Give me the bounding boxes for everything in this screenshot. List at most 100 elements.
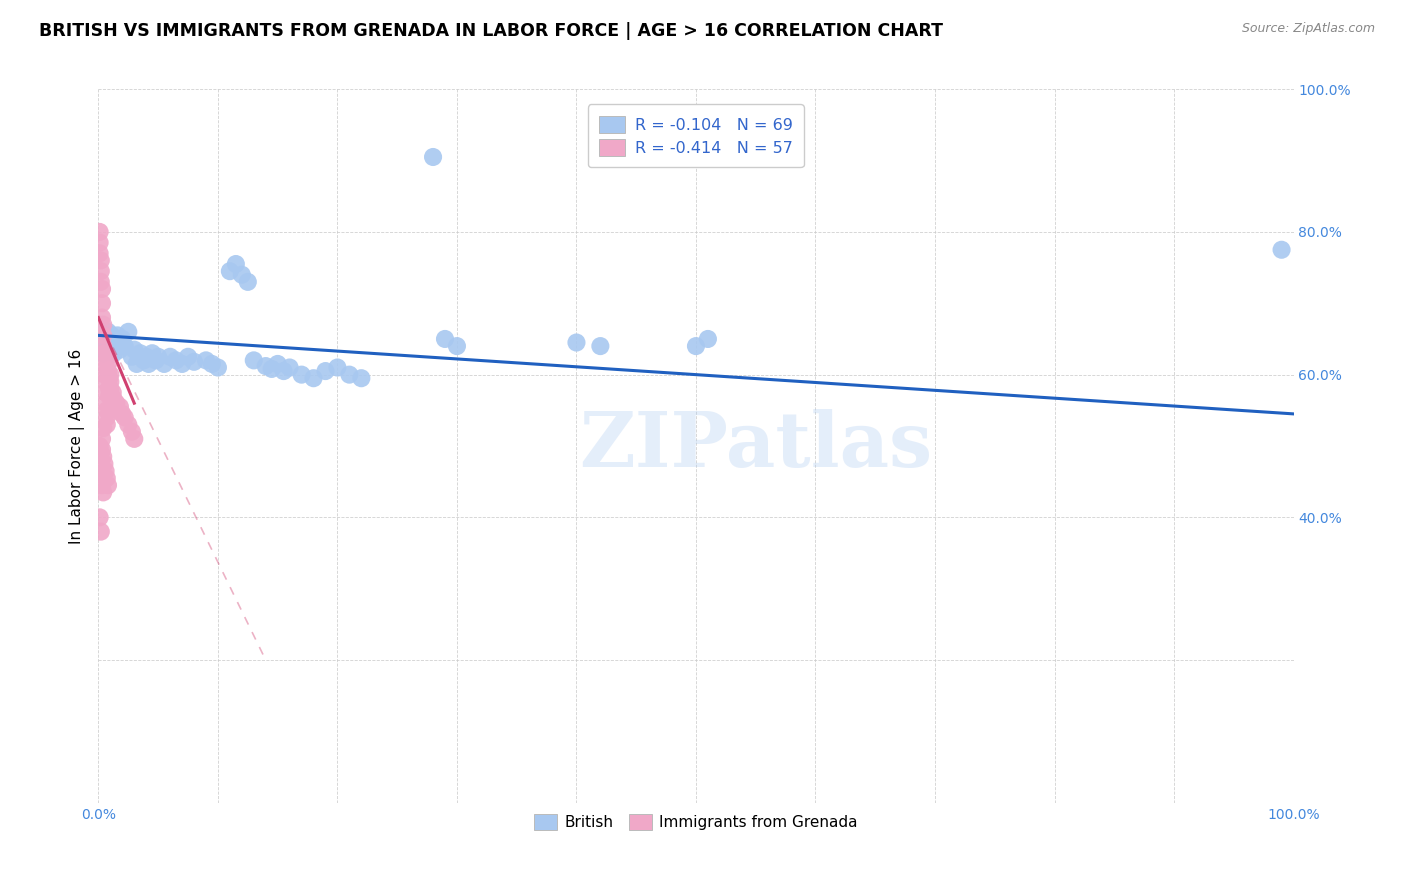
Point [90, 275, 112, 289]
Point [91, 421, 114, 435]
Point [111, 407, 134, 421]
Point [93, 457, 115, 471]
Point [91, 432, 114, 446]
Point [91, 296, 114, 310]
Point [236, 275, 259, 289]
Point [141, 346, 163, 360]
Point [121, 425, 143, 439]
Point [89, 246, 111, 260]
Point [98, 332, 121, 346]
Point [96, 417, 118, 432]
Point [90, 524, 112, 539]
Point [207, 360, 229, 375]
Point [90, 264, 112, 278]
Point [93, 328, 115, 343]
Point [1271, 243, 1294, 257]
Point [124, 432, 146, 446]
Point [117, 325, 139, 339]
Point [104, 335, 127, 350]
Point [278, 360, 301, 375]
Point [107, 328, 129, 343]
Point [201, 357, 224, 371]
Point [98, 371, 121, 385]
Point [94, 464, 117, 478]
Point [94, 385, 117, 400]
Point [89, 225, 111, 239]
Point [93, 346, 115, 360]
Point [117, 417, 139, 432]
Point [97, 325, 120, 339]
Point [350, 371, 373, 385]
Point [90, 467, 112, 482]
Point [90, 446, 112, 460]
Point [89, 439, 111, 453]
Point [97, 357, 120, 371]
Point [183, 355, 205, 369]
Point [225, 257, 247, 271]
Point [98, 339, 122, 353]
Point [138, 357, 160, 371]
Y-axis label: In Labor Force | Age > 16: In Labor Force | Age > 16 [69, 349, 84, 543]
Point [101, 332, 124, 346]
Point [302, 371, 325, 385]
Point [260, 362, 283, 376]
Point [94, 396, 117, 410]
Point [96, 403, 118, 417]
Point [94, 343, 117, 357]
Point [91, 328, 114, 343]
Legend: British, Immigrants from Grenada: British, Immigrants from Grenada [526, 806, 866, 838]
Point [98, 343, 121, 357]
Point [91, 325, 114, 339]
Point [195, 353, 218, 368]
Point [108, 400, 131, 414]
Point [97, 364, 120, 378]
Point [96, 410, 118, 425]
Point [108, 343, 131, 357]
Point [121, 350, 143, 364]
Point [135, 350, 157, 364]
Point [89, 235, 111, 250]
Point [254, 359, 277, 373]
Point [94, 325, 117, 339]
Point [243, 353, 266, 368]
Point [434, 332, 457, 346]
Point [97, 335, 120, 350]
Point [98, 389, 121, 403]
Point [273, 364, 295, 378]
Point [125, 357, 148, 371]
Point [103, 392, 125, 407]
Point [326, 360, 349, 375]
Point [90, 339, 112, 353]
Point [91, 310, 114, 325]
Point [267, 357, 290, 371]
Point [91, 485, 114, 500]
Point [129, 346, 152, 360]
Point [339, 368, 361, 382]
Point [565, 335, 588, 350]
Point [114, 339, 136, 353]
Point [114, 410, 136, 425]
Point [685, 339, 707, 353]
Text: ZIPatlas: ZIPatlas [579, 409, 932, 483]
Point [100, 328, 122, 343]
Text: Source: ZipAtlas.com: Source: ZipAtlas.com [1241, 22, 1375, 36]
Point [104, 400, 127, 414]
Point [93, 368, 115, 382]
Point [145, 353, 167, 368]
Point [107, 403, 129, 417]
Point [101, 385, 124, 400]
Point [93, 357, 115, 371]
Point [100, 389, 122, 403]
Point [98, 335, 122, 350]
Point [153, 357, 176, 371]
Point [98, 382, 121, 396]
Point [91, 332, 114, 346]
Point [111, 332, 134, 346]
Point [98, 368, 122, 382]
Point [231, 268, 253, 282]
Point [91, 282, 114, 296]
Point [98, 382, 122, 396]
Point [96, 332, 118, 346]
Point [315, 364, 337, 378]
Point [422, 150, 444, 164]
